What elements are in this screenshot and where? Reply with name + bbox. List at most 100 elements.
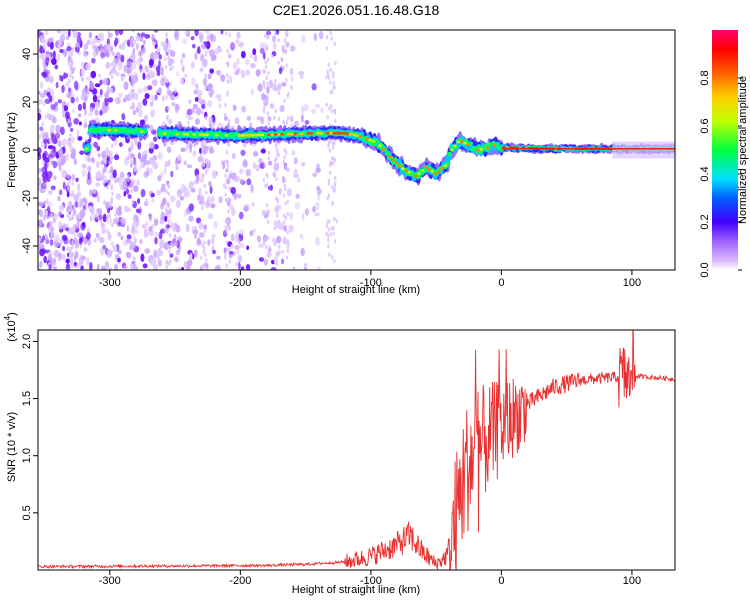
noise-speckle xyxy=(157,151,163,160)
noise-speckle xyxy=(330,36,334,41)
colorbar-ticks: 0.0 0.2 0.4 0.6 0.8 xyxy=(699,70,742,278)
noise-speckle xyxy=(227,61,230,66)
ridge-hotspot xyxy=(270,133,275,137)
noise-speckle xyxy=(177,192,182,199)
noise-speckle xyxy=(62,224,68,229)
noise-speckle xyxy=(264,237,267,242)
noise-speckle xyxy=(186,108,193,116)
noise-speckle xyxy=(39,260,43,268)
colorbar-tick-label: 0.2 xyxy=(699,214,711,229)
noise-speckle xyxy=(225,150,229,155)
noise-speckle xyxy=(151,258,157,267)
noise-speckle xyxy=(118,30,124,36)
ridge-hotspot xyxy=(433,172,438,175)
noise-speckle xyxy=(111,49,114,55)
noise-speckle xyxy=(267,156,271,161)
noise-speckle xyxy=(286,199,289,204)
noise-speckle xyxy=(125,207,132,212)
noise-speckle xyxy=(107,50,111,55)
noise-speckle xyxy=(326,69,329,75)
noise-speckle xyxy=(292,266,296,270)
noise-speckle xyxy=(289,211,294,221)
noise-speckle xyxy=(226,219,230,224)
noise-speckle xyxy=(330,226,333,232)
noise-speckle xyxy=(167,43,172,49)
noise-speckle xyxy=(99,237,105,244)
noise-speckle xyxy=(201,205,204,210)
noise-speckle xyxy=(100,265,106,270)
noise-speckle xyxy=(71,136,75,144)
noise-speckle xyxy=(106,43,112,51)
noise-speckle xyxy=(283,178,287,183)
noise-speckle xyxy=(262,82,266,87)
noise-speckle xyxy=(320,106,324,114)
noise-speckle xyxy=(40,182,47,190)
noise-speckle xyxy=(274,108,277,114)
noise-speckle xyxy=(167,219,171,224)
noise-speckle xyxy=(149,70,155,79)
noise-speckle xyxy=(38,98,43,105)
noise-speckle xyxy=(183,160,187,166)
noise-speckle xyxy=(165,95,168,100)
noise-speckle xyxy=(73,261,78,267)
noise-speckle xyxy=(70,89,73,94)
noise-speckle xyxy=(262,52,266,60)
spectrogram-y-axis: -40 -20 0 20 40 xyxy=(21,48,38,254)
noise-speckle xyxy=(282,120,285,125)
noise-speckle xyxy=(287,242,290,247)
noise-speckle xyxy=(143,114,148,122)
noise-speckle xyxy=(49,257,53,263)
noise-speckle xyxy=(299,73,304,80)
noise-speckle xyxy=(171,239,178,247)
noise-speckle xyxy=(314,103,321,108)
noise-speckle xyxy=(130,158,133,164)
noise-speckle xyxy=(265,172,268,177)
noise-speckle xyxy=(188,181,194,189)
noise-speckle xyxy=(253,54,258,62)
noise-speckle xyxy=(137,141,142,150)
noise-speckle xyxy=(176,267,182,270)
noise-speckle xyxy=(132,265,139,270)
noise-speckle xyxy=(84,109,87,116)
noise-speckle xyxy=(137,88,144,94)
noise-speckle xyxy=(164,64,168,70)
noise-speckle xyxy=(199,232,205,238)
noise-speckle xyxy=(154,93,158,101)
noise-speckle xyxy=(120,235,124,241)
noise-speckle xyxy=(283,225,288,232)
ridge-hotspot xyxy=(368,138,373,142)
noise-speckle xyxy=(143,85,148,93)
noise-speckle xyxy=(61,31,68,36)
noise-speckle xyxy=(180,147,186,153)
noise-speckle xyxy=(48,189,53,195)
noise-speckle xyxy=(143,154,148,161)
snr-y-multiplier: (x104) xyxy=(3,312,18,342)
noise-speckle xyxy=(154,231,160,237)
ridge-hotspot xyxy=(492,144,497,147)
noise-speckle xyxy=(40,80,44,90)
noise-speckle xyxy=(52,266,58,270)
noise-speckle xyxy=(190,61,196,69)
noise-speckle xyxy=(282,220,286,225)
noise-speckle xyxy=(252,150,259,157)
noise-speckle xyxy=(204,252,207,258)
noise-speckle xyxy=(280,258,285,265)
noise-speckle xyxy=(144,248,151,254)
noise-speckle xyxy=(89,106,94,113)
noise-speckle xyxy=(136,58,142,66)
noise-speckle xyxy=(191,107,196,114)
noise-speckle xyxy=(333,187,336,193)
ridge-hotspot xyxy=(306,132,311,135)
noise-speckle xyxy=(69,142,73,149)
noise-speckle xyxy=(46,52,49,58)
noise-speckle xyxy=(38,67,41,73)
noise-speckle xyxy=(55,124,62,134)
noise-speckle xyxy=(217,70,221,77)
colorbar-tick-label: 0.4 xyxy=(699,166,711,181)
noise-speckle xyxy=(201,104,206,110)
noise-speckle xyxy=(262,241,266,246)
noise-speckle xyxy=(75,42,80,48)
noise-speckle xyxy=(294,168,298,177)
noise-speckle xyxy=(102,175,108,184)
noise-speckle xyxy=(93,141,98,148)
